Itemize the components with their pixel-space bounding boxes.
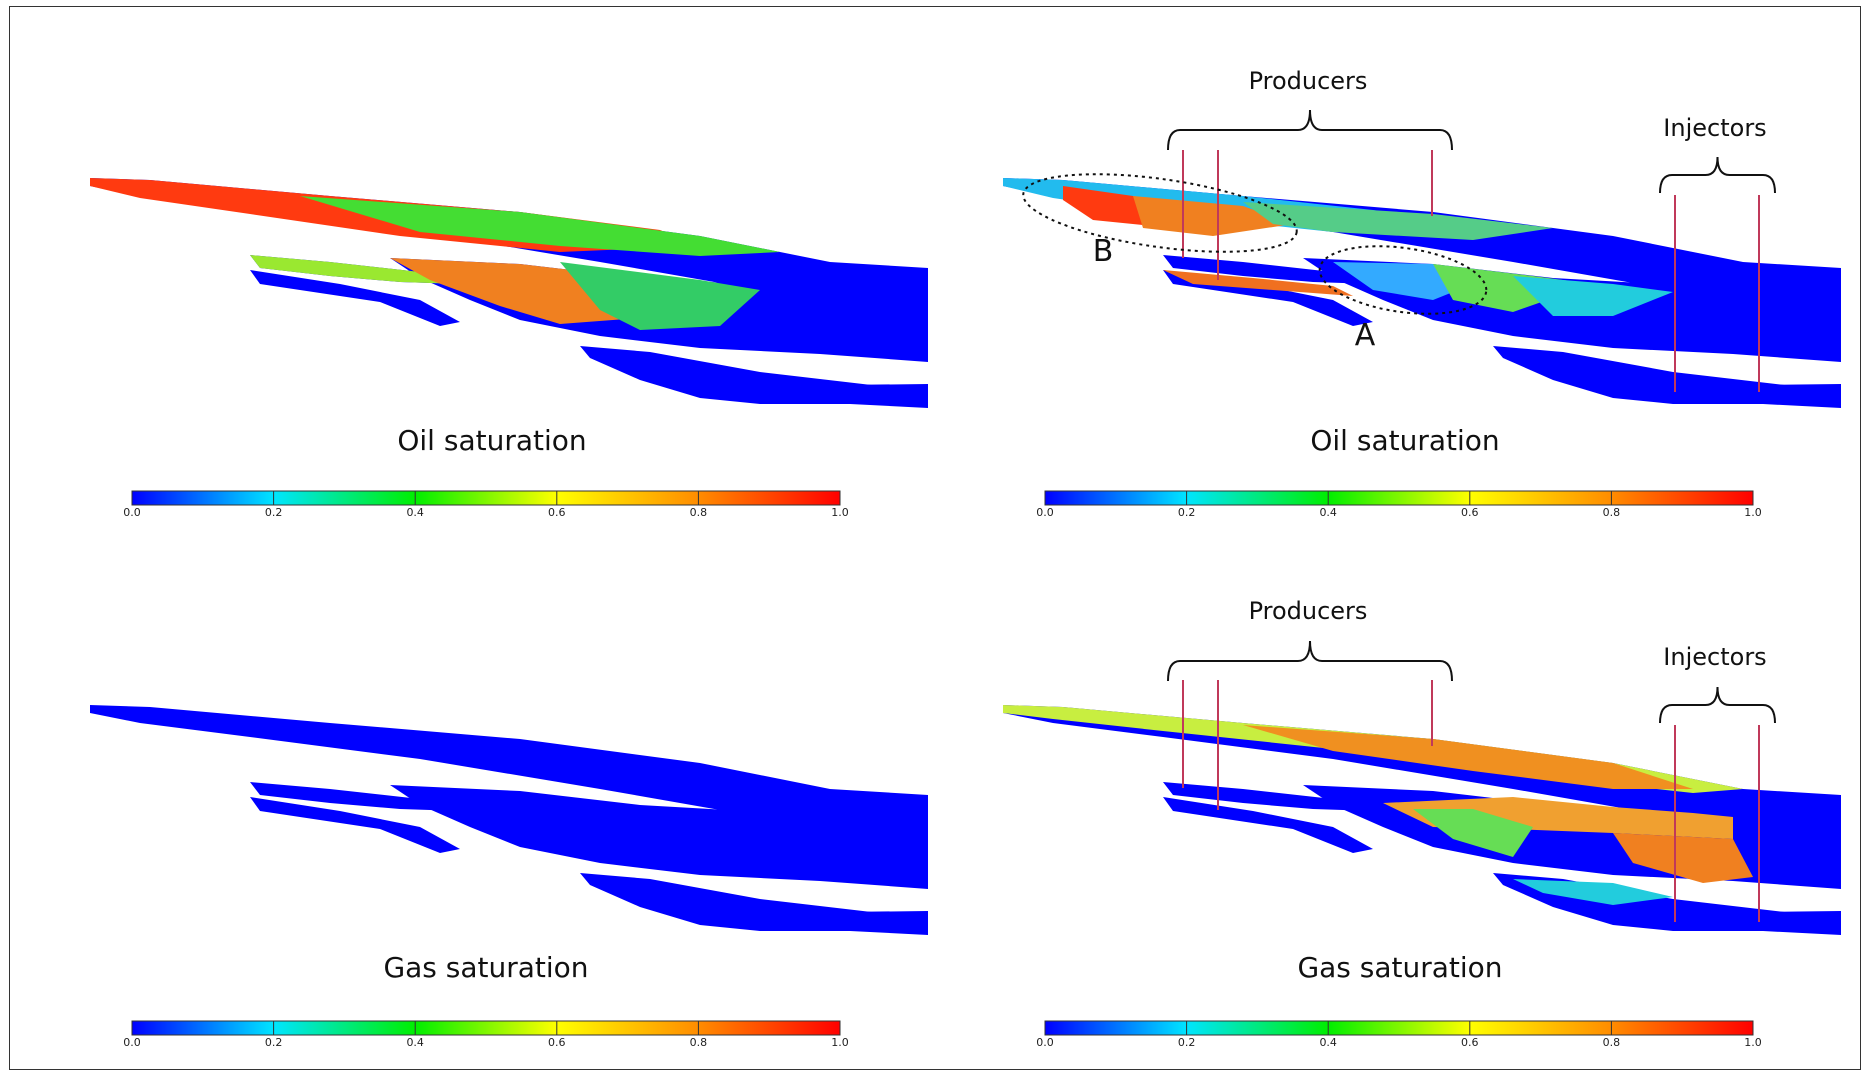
p2-orange-zone-b [1133,196,1293,236]
p4-thin-lens-2 [1163,797,1373,853]
p4-green-zone-mid [1413,809,1533,857]
marker-a: A [1354,318,1376,353]
p3-clip-group [90,705,928,935]
p1-green-zone [300,196,780,256]
p3-base-layer [750,911,928,931]
cb4-tick-label-2: 0.4 [1319,1036,1337,1049]
p2-green-zone [1243,202,1553,240]
panel-title-oil-right: Oil saturation [1310,424,1500,457]
cb1-tick-label-2: 0.4 [406,506,424,519]
p1-clip-group [90,178,928,408]
p4-orange-zone-mid [1383,797,1733,839]
panel-title-gas-right: Gas saturation [1297,951,1503,984]
cb2-tick-label-1: 0.2 [1177,506,1196,519]
cb2-tick-label-0: 0.0 [1036,506,1054,519]
injectors-label-bottom: Injectors [1663,643,1767,671]
cb1-colorbar-gradient [131,490,841,506]
cb3-colorbar-gradient [131,1020,841,1036]
injectors-label-top: Injectors [1663,114,1767,142]
cb2-tick-label-2: 0.4 [1319,506,1337,519]
cb3-tick-label-4: 0.8 [689,1036,708,1049]
p2-lens-orange [1163,270,1353,296]
p3-reservoir [90,705,928,935]
panel-title-oil-left: Oil saturation [397,424,587,457]
top-wells [1182,150,1760,392]
cb4-tick-label-1: 0.2 [1177,1036,1196,1049]
p3-upper-layer [90,705,928,827]
p2-reservoir [1003,178,1841,408]
cb3-tick-label-0: 0.0 [123,1036,141,1049]
p1-thin-lens-2 [250,270,460,326]
producers-label-top: Producers [1248,67,1368,95]
cb2-colorbar-gradient [1044,490,1754,506]
p4-clip-group [1003,705,1841,935]
cb4-colorbar-gradient [1044,1020,1754,1036]
p1-high-saturation-zone [90,178,780,330]
p2-green-zone-a [1433,264,1593,312]
marker-b: B [1092,234,1114,269]
p4-reservoir [1003,705,1841,935]
cb3-colorbar [131,1020,841,1036]
p1-green-mid [560,262,760,330]
injectors-brace-bottom [1659,686,1776,724]
p4-base-layer [1663,911,1841,931]
cb1-tick-label-5: 1.0 [831,506,849,519]
p3-thin-lens-2 [250,797,460,853]
panel-title-gas-left: Gas saturation [383,951,589,984]
p4-cyan-zone-low [1513,879,1673,905]
p1-base-layer [750,384,928,404]
cb2-tick-label-5: 1.0 [1744,506,1762,519]
p2-clip-group [1003,178,1841,408]
bottom-wells [1182,680,1760,922]
p4-orange-zone-right [1613,833,1753,883]
cb3-tick-label-5: 1.0 [831,1036,849,1049]
cb3-tick-label-1: 0.2 [264,1036,283,1049]
p4-saturation-zone [1003,705,1753,905]
cb1-tick-label-0: 0.0 [123,506,141,519]
cb4-tick-label-3: 0.6 [1461,1036,1479,1049]
region-a-ellipse [1318,245,1488,315]
cb4-tick-label-0: 0.0 [1036,1036,1054,1049]
p4-orange-zone-top [1243,725,1693,789]
cb4-colorbar [1044,1020,1754,1036]
p2-base-layer [1663,384,1841,404]
region-b-ellipse [1022,173,1298,253]
cb1-tick-label-4: 0.8 [689,506,708,519]
p3-middle-layer [390,785,928,889]
p2-cyan-zone-a [1513,276,1673,316]
cb1-colorbar [131,490,841,506]
injectors-brace-top [1659,156,1776,194]
p3-thin-lens-1 [250,782,470,811]
cb4-tick-label-4: 0.8 [1602,1036,1621,1049]
cb3-tick-label-2: 0.4 [406,1036,424,1049]
producers-brace-bottom [1167,640,1453,682]
cb1-tick-label-3: 0.6 [548,506,566,519]
p1-reservoir [90,178,928,408]
producers-label-bottom: Producers [1248,597,1368,625]
cb1-tick-label-1: 0.2 [264,506,283,519]
producers-brace-top [1167,109,1453,151]
cb4-tick-label-5: 1.0 [1744,1036,1762,1049]
figure-frame [9,6,1861,1070]
cb2-colorbar [1044,490,1754,506]
cb3-tick-label-3: 0.6 [548,1036,566,1049]
cb2-tick-label-3: 0.6 [1461,506,1479,519]
p1-lens-green [250,255,470,284]
cb2-tick-label-4: 0.8 [1602,506,1621,519]
